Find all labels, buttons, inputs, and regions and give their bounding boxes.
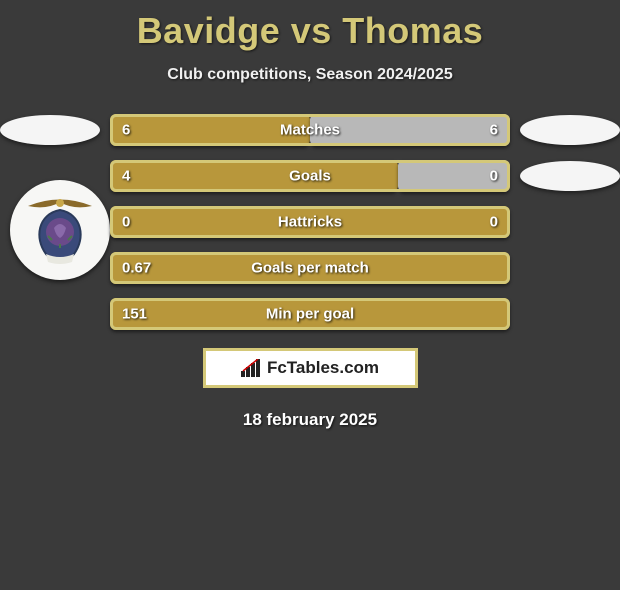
club-crest-icon xyxy=(18,188,102,272)
value-right: 6 xyxy=(490,122,498,139)
player-disc-left xyxy=(0,115,100,145)
metric-label: Hattricks xyxy=(278,214,342,231)
value-left: 0 xyxy=(122,214,130,231)
metric-label: Matches xyxy=(280,122,340,139)
stat-bar: 6 6 Matches xyxy=(110,114,510,146)
bar-left-fill xyxy=(110,160,398,192)
date-label: 18 february 2025 xyxy=(0,410,620,430)
value-left: 0.67 xyxy=(122,260,151,277)
fctables-watermark: FcTables.com xyxy=(203,348,418,388)
player-disc-right xyxy=(520,161,620,191)
metric-label: Goals xyxy=(289,168,331,185)
stat-bar: 0 0 Hattricks xyxy=(110,206,510,238)
comparison-row: 151 Min per goal xyxy=(0,298,620,330)
player-disc-right xyxy=(520,115,620,145)
subtitle: Club competitions, Season 2024/2025 xyxy=(0,66,620,84)
value-right: 0 xyxy=(490,214,498,231)
value-left: 151 xyxy=(122,306,147,323)
fctables-label: FcTables.com xyxy=(267,358,379,378)
value-right: 0 xyxy=(490,168,498,185)
stat-bar: 0.67 Goals per match xyxy=(110,252,510,284)
team-badge-left xyxy=(10,180,110,280)
stat-bar: 151 Min per goal xyxy=(110,298,510,330)
comparison-row: 6 6 Matches xyxy=(0,114,620,146)
value-left: 4 xyxy=(122,168,130,185)
page-title: Bavidge vs Thomas xyxy=(0,10,620,52)
stat-bar: 4 0 Goals xyxy=(110,160,510,192)
metric-label: Min per goal xyxy=(266,306,354,323)
bars-icon xyxy=(241,359,261,377)
value-left: 6 xyxy=(122,122,130,139)
metric-label: Goals per match xyxy=(251,260,369,277)
